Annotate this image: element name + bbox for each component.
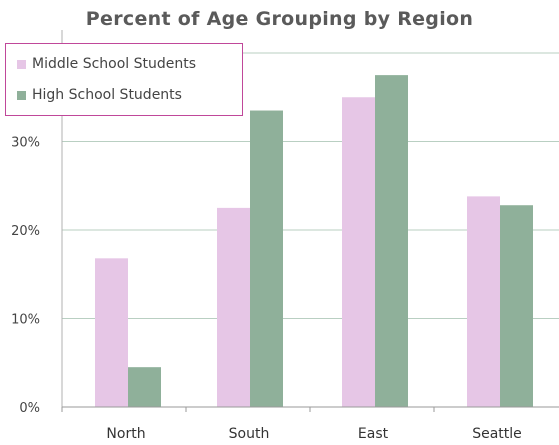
y-tick-label-0: 0%	[19, 401, 40, 416]
y-tick-label-10: 10%	[11, 313, 40, 328]
x-tick-label-north: North	[106, 426, 145, 442]
x-tick-label-south: South	[229, 426, 270, 442]
legend-label-high-school: High School Students	[32, 87, 182, 103]
legend-swatch-middle-school	[17, 59, 26, 69]
bar-seattle-middle-school-students	[467, 196, 500, 407]
y-tick-label-20: 20%	[11, 224, 40, 239]
legend-label-middle-school: Middle School Students	[32, 56, 197, 72]
bar-north-high-school-students	[128, 367, 161, 407]
bar-seattle-high-school-students	[500, 205, 533, 407]
legend-swatch-high-school	[17, 90, 26, 100]
bar-east-high-school-students	[375, 75, 408, 407]
x-tick-labels: North South East Seattle	[106, 426, 521, 442]
bar-east-middle-school-students	[342, 97, 375, 407]
bar-north-middle-school-students	[95, 258, 128, 407]
x-tick-label-seattle: Seattle	[472, 426, 522, 442]
x-tick-label-east: East	[358, 426, 389, 442]
legend-item-high-school: High School Students	[17, 87, 182, 103]
legend-item-middle-school: Middle School Students	[17, 56, 196, 72]
bar-south-high-school-students	[250, 110, 283, 408]
y-tick-label-30: 30%	[11, 136, 40, 151]
legend: Middle School Students High School Stude…	[5, 43, 243, 116]
bars	[95, 75, 533, 408]
y-tick-labels: 0% 10% 20% 30%	[11, 136, 40, 417]
bar-south-middle-school-students	[217, 207, 250, 407]
chart-title: Percent of Age Grouping by Region	[85, 8, 474, 30]
